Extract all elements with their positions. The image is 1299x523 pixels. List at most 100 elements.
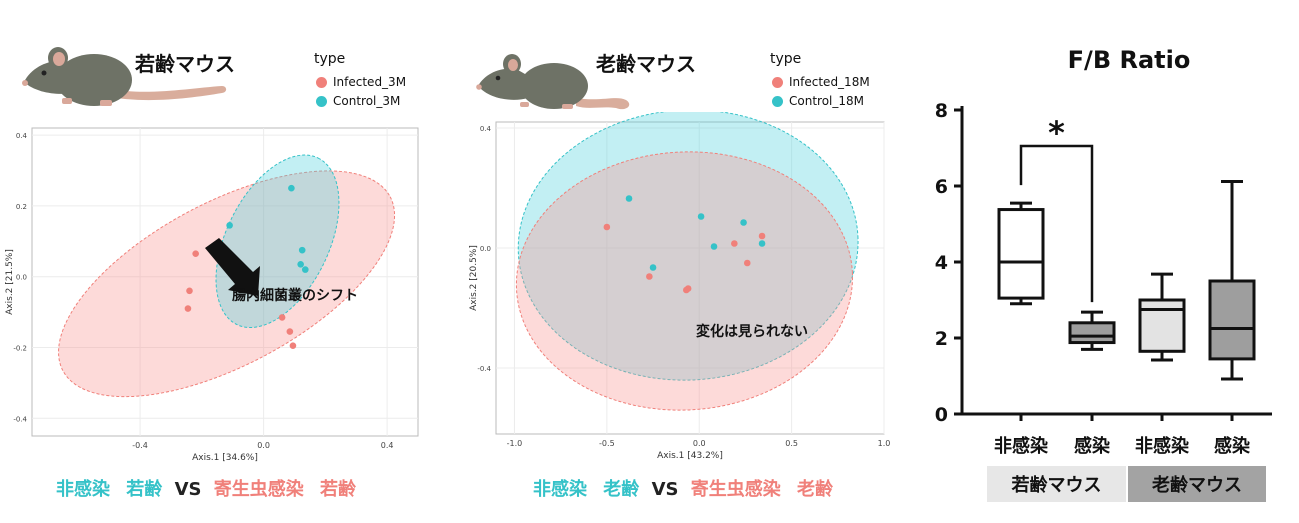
group-label: 若齢マウス (1011, 474, 1102, 496)
x-tick-label: 非感染 (1135, 435, 1190, 457)
plot-frame (495, 121, 885, 435)
x-tick-label: 感染 (1214, 435, 1251, 457)
point-infected (646, 273, 653, 280)
point-control (226, 222, 233, 229)
legend-infected-marker (316, 76, 327, 88)
y-tick-label: 6 (935, 176, 948, 198)
x-tick-label: 0.4 (381, 441, 394, 450)
group-label-box (1128, 466, 1266, 502)
young-legend-title: type (314, 51, 346, 67)
x-axis-label: Axis.1 [43.2%] (657, 451, 723, 461)
old-legend-title: type (770, 51, 802, 67)
point-control (649, 264, 657, 271)
x-tick-label: 0.0 (693, 439, 706, 448)
y-tick-label: 0 (935, 404, 948, 426)
point-control (740, 219, 747, 226)
significance-bracket (1019, 144, 1094, 303)
point-infected (289, 342, 297, 350)
y-tick-label: -0.4 (477, 365, 491, 373)
y-tick-label: 0.4 (16, 132, 28, 140)
plot-frame (31, 127, 419, 437)
y-axis-label: Axis.2 [21.5%] (5, 249, 15, 315)
x-tick-label: 0.5 (785, 439, 798, 448)
legend-infected-label: Infected_18M (789, 75, 870, 89)
legend-infected-marker (772, 76, 783, 88)
point-infected (603, 223, 611, 231)
confidence-ellipse-control (517, 112, 859, 381)
x-axis-label: Axis.1 [34.6%] (192, 453, 258, 463)
caption-infected-age: 老齢 (797, 479, 834, 500)
y-tick-label: -0.4 (13, 415, 27, 423)
caption-infected-age: 若齢 (320, 479, 357, 500)
legend-control-label: Control_18M (789, 94, 864, 108)
young-comparison-caption: 非感染 若齢 VS 寄生虫感染 若齢 (56, 475, 356, 501)
caption-control-age: 若齢 (126, 479, 163, 500)
old-panel-title: 老齢マウス (596, 52, 696, 76)
legend-control-marker (316, 95, 327, 107)
old-comparison-caption: 非感染 老齢 VS 寄生虫感染 老齢 (533, 475, 833, 501)
point-infected (743, 259, 751, 267)
point-infected (286, 328, 294, 335)
x-tick-label: -0.4 (132, 441, 148, 450)
plot-annotation: 腸内細菌叢のシフト (232, 287, 358, 304)
legend-infected-label: Infected_3M (333, 75, 407, 89)
point-control (297, 260, 304, 268)
caption-vs: VS (174, 479, 202, 500)
point-control (710, 243, 718, 250)
caption-infected-label: 寄生虫感染 (213, 479, 304, 500)
point-infected (278, 314, 286, 321)
plot-annotation: 変化は見られない (696, 323, 808, 340)
young-legend-control: Control_3M (316, 94, 400, 108)
caption-control-label: 非感染 (56, 479, 110, 500)
point-infected (186, 287, 193, 295)
pcoa-plot-young: -0.4 0.0 0.4 -0.4 -0.2 0.0 0.2 0.4 Axis.1 [34.6%… (5, 127, 419, 463)
x-tick-label: 感染 (1074, 435, 1111, 457)
pcoa-plot-old: -1.0 -0.5 0.0 0.5 1.0 -0.4 0.0 0.4 Axis.1 [43.2%… (469, 112, 891, 461)
legend-control-marker (772, 95, 783, 107)
box-iqr (1208, 279, 1256, 361)
young-mouse-icon (22, 47, 227, 106)
old-mouse-icon (476, 54, 630, 110)
y-tick-label: 0.4 (480, 125, 492, 133)
point-infected (683, 286, 690, 294)
y-tick-label: 0.2 (16, 203, 27, 211)
old-legend-control: Control_18M (772, 94, 864, 108)
caption-control-age: 老齢 (603, 479, 640, 500)
fb-ratio-boxplot: F/B Ratio 0 2 4 6 8 非感染 感染 非感染 感染 * 若齢マウス 老齢マウス (935, 46, 1272, 502)
y-tick-label: -0.2 (13, 344, 27, 352)
point-infected (731, 240, 738, 247)
y-tick-label: 4 (935, 252, 948, 274)
caption-vs: VS (651, 479, 679, 500)
y-tick-label: 0.0 (480, 245, 491, 253)
box-iqr (1138, 298, 1186, 353)
x-tick-label: -0.5 (599, 439, 615, 448)
young-panel-title: 若齢マウス (135, 52, 235, 76)
y-tick-label: 8 (935, 100, 948, 122)
confidence-ellipse-infected (515, 151, 853, 411)
shift-arrow-icon (205, 238, 260, 296)
y-tick-label: 0.0 (16, 274, 27, 282)
box-iqr (997, 208, 1045, 300)
caption-control-label: 非感染 (533, 479, 587, 500)
x-tick-label: 1.0 (878, 439, 891, 448)
legend-control-label: Control_3M (333, 94, 401, 108)
y-axis-label: Axis.2 [20.5%] (469, 245, 479, 311)
x-tick-label: -1.0 (507, 439, 523, 448)
point-control (298, 246, 306, 254)
point-control (625, 195, 633, 202)
confidence-ellipse-infected (58, 170, 396, 398)
point-infected (184, 305, 192, 312)
young-legend-infected: Infected_3M (316, 75, 406, 89)
group-label: 老齢マウス (1152, 474, 1242, 496)
group-label-box (987, 466, 1126, 502)
old-legend-infected: Infected_18M (772, 75, 870, 89)
point-control (301, 266, 309, 273)
point-control (758, 240, 766, 247)
box-iqr (1068, 321, 1116, 345)
caption-infected-label: 寄生虫感染 (690, 479, 781, 500)
point-control (697, 213, 705, 220)
chart-title: F/B Ratio (1068, 46, 1191, 74)
point-infected (192, 250, 199, 257)
point-infected (758, 232, 766, 240)
y-tick-label: 2 (935, 328, 948, 350)
